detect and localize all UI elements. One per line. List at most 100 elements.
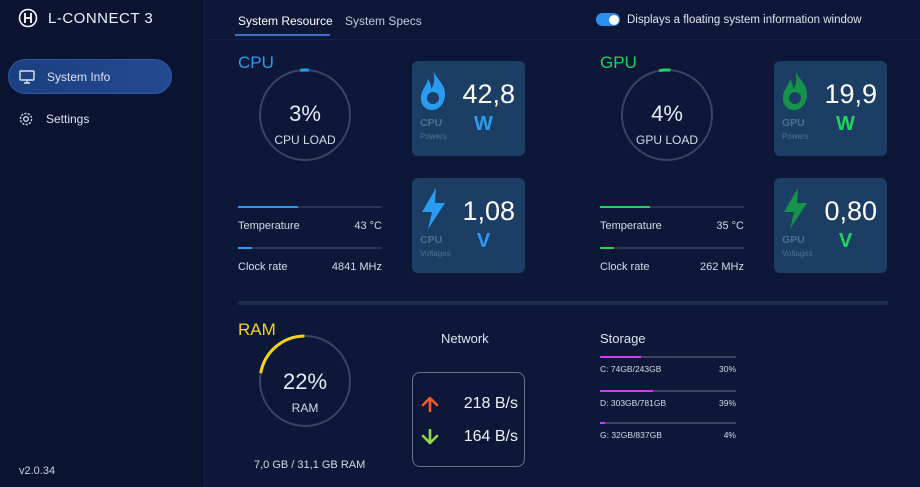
cpu-power-value: 42,8 [462, 79, 515, 109]
gpu-clock-bar [600, 247, 744, 249]
section-divider [238, 301, 888, 305]
lightning-icon [422, 188, 445, 229]
cpu-load-label: CPU LOAD [274, 133, 336, 147]
cpu-clock-label: Clock rate [238, 261, 288, 273]
gpu-clock-label: Clock rate [600, 261, 650, 273]
storage-drive-g: G: 32GB/837GB 4% [600, 422, 736, 452]
flame-icon [782, 70, 808, 110]
cpu-voltage-value: 1,08 [462, 196, 515, 226]
sidebar-item-label: System Info [47, 69, 111, 84]
gpu-power-card: GPU Powers 19,9 W [774, 61, 887, 156]
network-upload-rate: 218 B/s [463, 395, 518, 412]
cpu-clock-bar [238, 247, 382, 249]
gpu-temperature-label: Temperature [600, 220, 662, 232]
monitor-icon [19, 69, 35, 84]
sidebar-item-settings[interactable]: Settings [8, 101, 172, 136]
gpu-clock-value: 262 MHz [699, 261, 744, 273]
cpu-power-sub: Powers [420, 132, 447, 141]
storage-fill [600, 422, 606, 424]
gpu-load-gauge [620, 68, 714, 162]
sidebar-item-label: Settings [46, 111, 90, 126]
gpu-voltage-card: GPU Voltages 0,80 V [774, 178, 887, 273]
network-panel: 218 B/s 164 B/s [412, 372, 525, 467]
cpu-temperature-label: Temperature [238, 220, 300, 232]
storage-fill [600, 356, 641, 358]
gpu-power-sub: Powers [782, 132, 809, 141]
cpu-load-gauge [258, 68, 352, 162]
storage-drive-label: D: 303GB/781GB [600, 398, 667, 408]
storage-bar [600, 422, 736, 424]
ram-usage-summary: 7,0 GB / 31,1 GB RAM [254, 459, 366, 471]
arrow-down-icon [421, 429, 439, 445]
gpu-load-arc [620, 68, 714, 162]
network-download-rate: 164 B/s [463, 428, 518, 445]
floating-window-setting: Displays a floating system information w… [596, 13, 862, 26]
storage-drive-d: D: 303GB/781GB 39% [600, 390, 736, 420]
storage-drive-label: G: 32GB/837GB [600, 430, 662, 440]
cpu-clock-fill [238, 247, 253, 249]
cpu-temperature-bar [238, 206, 382, 208]
sidebar: L-CONNECT 3 System Info Settings v2.0.34 [0, 0, 205, 487]
gpu-temperature-value: 35 °C [716, 220, 744, 232]
gpu-power-value: 19,9 [824, 79, 877, 109]
cpu-power-unit: W [474, 113, 493, 135]
cpu-title: CPU [238, 53, 274, 72]
gpu-temperature-fill [600, 206, 651, 208]
floating-window-label: Displays a floating system information w… [627, 13, 862, 26]
network-title: Network [441, 331, 489, 346]
flame-icon [420, 70, 446, 110]
ram-load-value: 22% [282, 369, 328, 394]
gpu-clock-fill [600, 247, 615, 249]
cpu-clock-value: 4841 MHz [331, 261, 382, 273]
app-logo: L-CONNECT 3 [18, 8, 153, 28]
gpu-title: GPU [600, 53, 637, 72]
ram-title: RAM [238, 320, 276, 339]
gpu-power-unit: W [836, 113, 855, 135]
cpu-load-arc [258, 68, 352, 162]
cpu-load-value: 3% [289, 101, 321, 126]
gear-icon [19, 112, 33, 125]
top-bar: System Resource System Specs Displays a … [206, 0, 920, 40]
storage-title: Storage [600, 331, 646, 346]
gpu-temperature-bar [600, 206, 744, 208]
storage-fill [600, 390, 654, 392]
ram-load-label: RAM [291, 401, 319, 415]
cpu-power-category: CPU [420, 117, 443, 129]
floating-window-toggle[interactable] [596, 13, 620, 26]
cpu-voltage-card: CPU Voltages 1,08 V [412, 178, 525, 273]
main-panel: System Resource System Specs Displays a … [206, 0, 920, 487]
app-title: L-CONNECT 3 [48, 9, 154, 27]
tab-system-resource[interactable]: System Resource [238, 14, 333, 28]
storage-drive-percent: 39% [718, 398, 736, 408]
storage-bar [600, 390, 736, 392]
gpu-voltage-category: GPU [782, 234, 805, 246]
tab-system-specs[interactable]: System Specs [345, 14, 422, 28]
cpu-voltage-unit: V [476, 230, 491, 252]
ram-load-gauge [258, 334, 352, 428]
network-upload-row: 218 B/s [421, 394, 518, 414]
storage-drive-label: C: 74GB/243GB [600, 364, 662, 374]
gpu-power-category: GPU [782, 117, 805, 129]
cpu-power-card: CPU Powers 42,8 W [412, 61, 525, 156]
arrow-up-icon [421, 396, 439, 412]
storage-drive-percent: 4% [723, 430, 736, 440]
cpu-voltage-sub: Voltages [420, 249, 451, 258]
lightning-icon [784, 188, 807, 229]
cpu-temperature-fill [238, 206, 299, 208]
ram-load-arc [258, 334, 352, 428]
gpu-load-label: GPU LOAD [635, 133, 698, 147]
storage-bar [600, 356, 736, 358]
sidebar-item-system-info[interactable]: System Info [8, 59, 172, 94]
gpu-load-value: 4% [651, 101, 683, 126]
active-tab-indicator [235, 34, 330, 36]
logo-icon [18, 8, 38, 28]
gpu-voltage-value: 0,80 [824, 196, 877, 226]
storage-drive-c: C: 74GB/243GB 30% [600, 356, 736, 386]
cpu-temperature-value: 43 °C [354, 220, 382, 232]
cpu-voltage-category: CPU [420, 234, 443, 246]
network-download-row: 164 B/s [421, 427, 518, 447]
gpu-voltage-unit: V [838, 230, 853, 252]
gpu-voltage-sub: Voltages [782, 249, 813, 258]
storage-drive-percent: 30% [718, 364, 736, 374]
app-version: v2.0.34 [19, 465, 56, 477]
